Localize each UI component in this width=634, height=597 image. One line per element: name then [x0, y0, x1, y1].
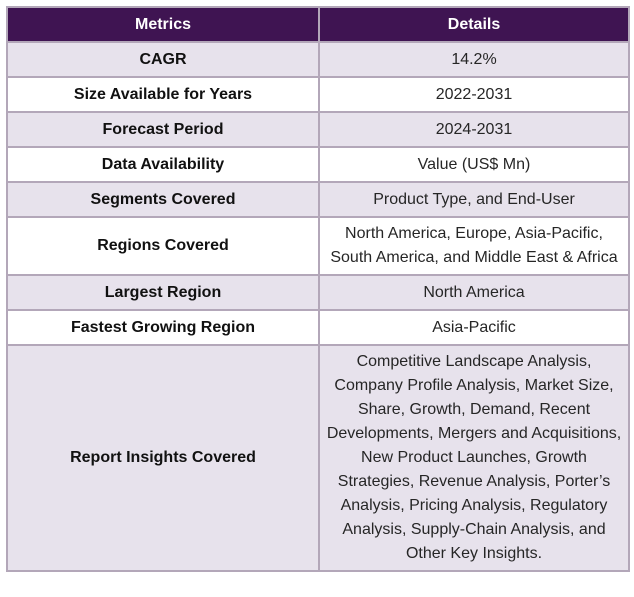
- table-row-cagr: CAGR 14.2%: [6, 41, 630, 78]
- details-cell: North America: [318, 274, 630, 311]
- details-cell: 2022-2031: [318, 76, 630, 113]
- metric-cell: CAGR: [6, 41, 320, 78]
- metric-cell: Forecast Period: [6, 111, 320, 148]
- table-row-size-years: Size Available for Years 2022-2031: [6, 76, 630, 113]
- metric-cell: Largest Region: [6, 274, 320, 311]
- table-row-insights: Report Insights Covered Competitive Land…: [6, 344, 630, 572]
- header-metrics: Metrics: [6, 6, 320, 43]
- table-row-data-availability: Data Availability Value (US$ Mn): [6, 146, 630, 183]
- table-row-forecast-period: Forecast Period 2024-2031: [6, 111, 630, 148]
- details-cell: Product Type, and End-User: [318, 181, 630, 218]
- details-cell: Value (US$ Mn): [318, 146, 630, 183]
- details-cell: Asia-Pacific: [318, 309, 630, 346]
- metric-cell: Fastest Growing Region: [6, 309, 320, 346]
- report-summary-container: Metrics Details CAGR 14.2% Size Availabl…: [6, 6, 630, 592]
- details-cell: North America, Europe, Asia-Pacific, Sou…: [318, 216, 630, 276]
- table-header-row: Metrics Details: [6, 6, 630, 43]
- table-row-regions: Regions Covered North America, Europe, A…: [6, 216, 630, 276]
- metric-cell: Data Availability: [6, 146, 320, 183]
- details-cell: 2024-2031: [318, 111, 630, 148]
- table-row-largest-region: Largest Region North America: [6, 274, 630, 311]
- report-summary-table: Metrics Details CAGR 14.2% Size Availabl…: [6, 6, 630, 572]
- details-cell: Competitive Landscape Analysis, Company …: [318, 344, 630, 572]
- table-row-fastest-region: Fastest Growing Region Asia-Pacific: [6, 309, 630, 346]
- metric-cell: Segments Covered: [6, 181, 320, 218]
- table-row-segments: Segments Covered Product Type, and End-U…: [6, 181, 630, 218]
- metric-cell: Size Available for Years: [6, 76, 320, 113]
- metric-cell: Regions Covered: [6, 216, 320, 276]
- metric-cell: Report Insights Covered: [6, 344, 320, 572]
- details-cell: 14.2%: [318, 41, 630, 78]
- header-details: Details: [318, 6, 630, 43]
